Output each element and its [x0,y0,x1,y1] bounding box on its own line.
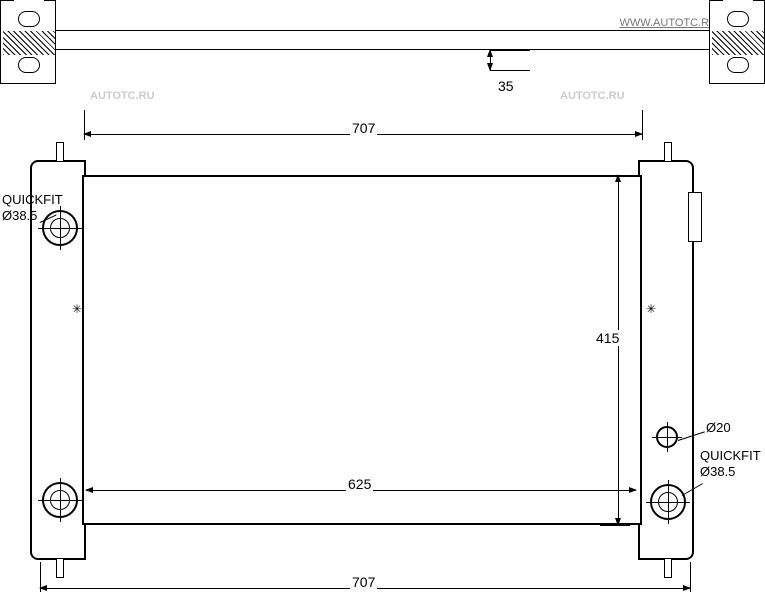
mount-pin [664,142,672,162]
bracket-hole [727,11,749,27]
drawing-canvas: SAT AUTOTC.RU AUTOTC.RU AUTOTC.RU AUTOTC… [0,0,765,600]
bracket-hole [727,57,749,73]
annot-dia: Ø38.5 [700,464,735,479]
bracket-hole [18,57,40,73]
bracket-left [0,0,56,84]
outlet-port [42,482,78,518]
dim-width-bottom: 707 [350,574,377,590]
top-view [0,0,700,90]
dim-ext [690,562,691,592]
snowflake-icon: ✳ [646,302,656,316]
port-inner [658,492,678,512]
watermark-url: AUTOTC.RU [560,90,625,102]
mount-pin [56,142,64,162]
logo-url: WWW.AUTOTC.RU [619,17,717,29]
annot-text: QUICKFIT [700,448,761,463]
dim-height: 415 [594,330,621,346]
annot-dia: Ø38.5 [2,208,37,223]
annot-quickfit-top: QUICKFIT Ø38.5 [2,192,63,223]
mount-pin [56,558,64,578]
hatch [712,31,764,55]
dim-ext [600,525,630,526]
bracket-right [709,0,765,84]
annot-text: QUICKFIT [2,192,63,207]
core-tube [56,30,709,50]
dim-width-top: 707 [350,120,377,136]
dim-ext [490,50,530,51]
quickfit-port [650,484,686,520]
watermark-url: AUTOTC.RU [90,90,155,102]
dim-height-line [618,175,619,525]
dim-inner-width: 625 [346,476,373,492]
port-inner [50,490,70,510]
bracket-cap [722,0,754,1]
dim-ext [84,110,85,140]
bracket-hole [18,11,40,27]
dim-ext [642,110,643,140]
dim-ext [40,562,41,592]
tank-right: ✳ [638,160,694,560]
dim-ext [490,70,530,71]
dim-ext [600,175,630,176]
aux-port-20 [656,426,678,448]
radiator-core [82,175,642,525]
dim-thickness: 35 [496,78,516,94]
annot-dia20: Ø20 [706,420,731,436]
snowflake-icon: ✳ [72,302,82,316]
annot-quickfit-bottom: QUICKFIT Ø38.5 [700,448,761,479]
bracket-cap [13,0,45,1]
hatch [3,31,55,55]
dim-thickness-line [490,50,491,70]
side-bracket [688,192,702,242]
mount-pin [664,558,672,578]
